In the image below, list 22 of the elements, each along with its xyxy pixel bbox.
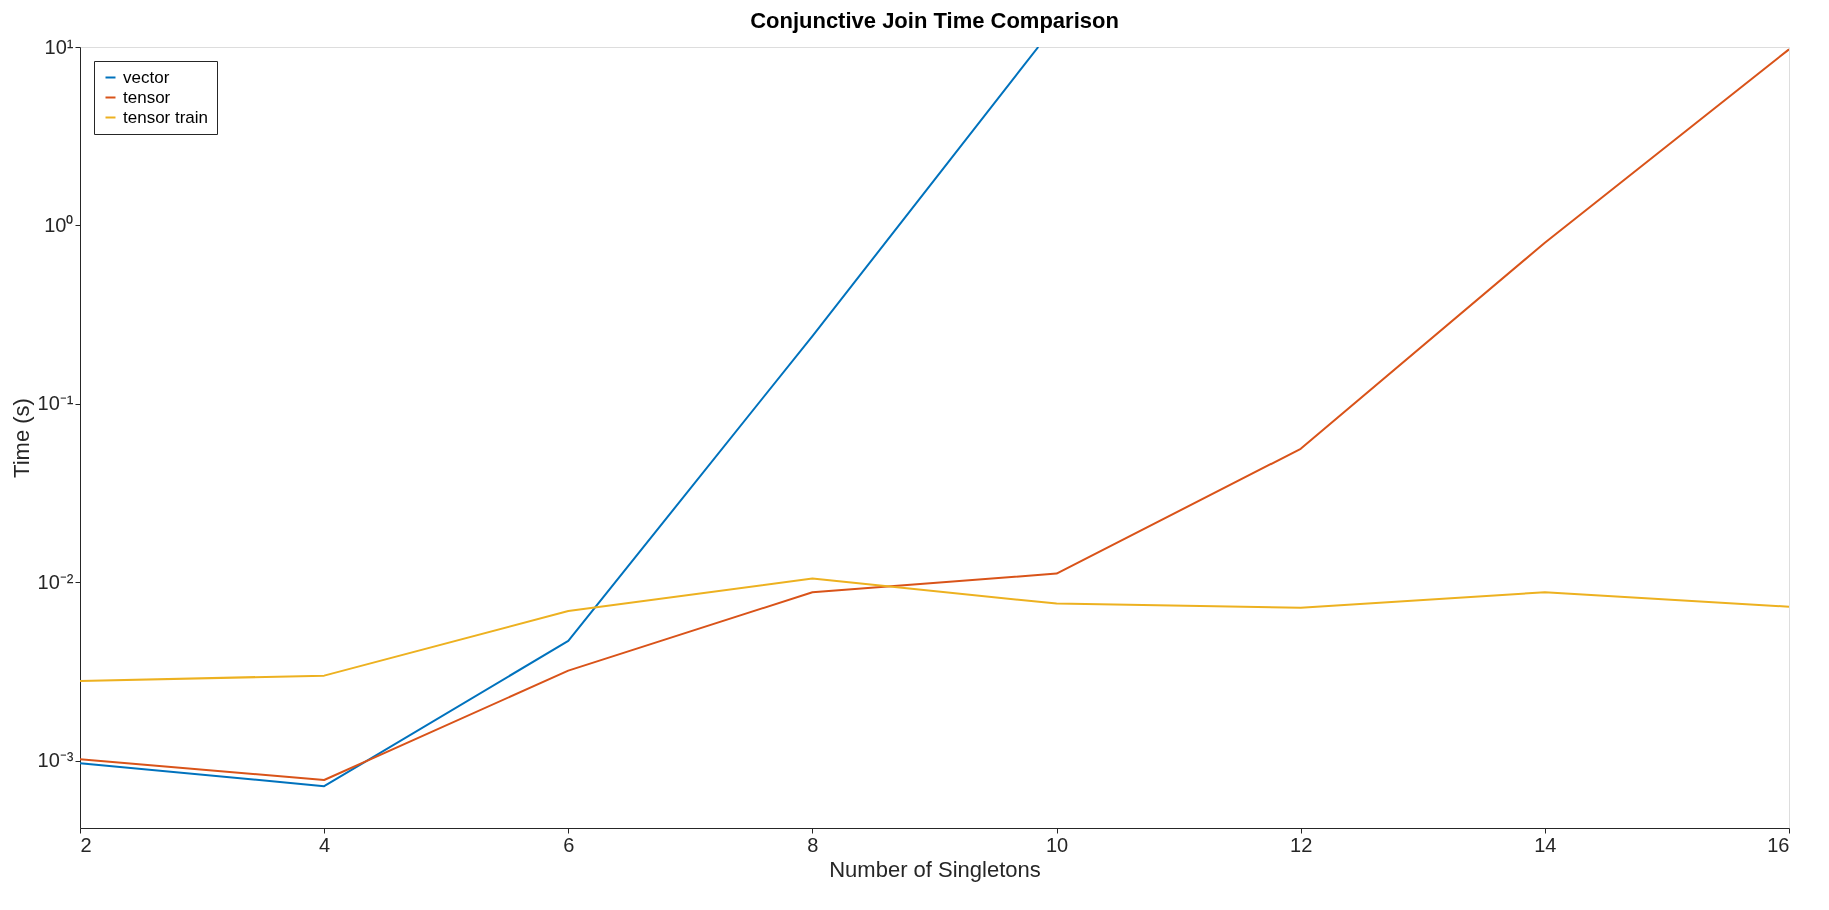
legend-label: tensor: [123, 87, 171, 107]
x-tick-label: 12: [1290, 833, 1313, 856]
legend-label: vector: [123, 67, 170, 87]
line-series: [80, 577, 1789, 682]
x-axis-title: Number of Singletons: [829, 856, 1041, 882]
y-tick-label: 10⁻³: [37, 749, 74, 772]
line-series: [80, 47, 1040, 788]
line-series: [80, 48, 1789, 782]
y-tick-label: 10¹: [44, 35, 74, 58]
x-tick-label: 6: [563, 833, 575, 856]
y-tick-label: 10⁰: [44, 213, 74, 236]
x-tick-label: 2: [80, 833, 92, 856]
y-axis-title: Time (s): [8, 398, 34, 478]
x-tick-label: 16: [1767, 833, 1790, 856]
y-tick-label: 10⁻¹: [37, 392, 74, 415]
y-tick-label: 10⁻²: [37, 570, 74, 593]
x-tick-label: 10: [1045, 833, 1069, 856]
x-tick-label: 8: [807, 833, 819, 856]
x-tick-label: 14: [1534, 833, 1557, 856]
chart-title: Conjunctive Join Time Comparison: [750, 8, 1119, 33]
legend-label: tensor train: [123, 107, 209, 127]
x-tick-label: 4: [319, 833, 331, 856]
